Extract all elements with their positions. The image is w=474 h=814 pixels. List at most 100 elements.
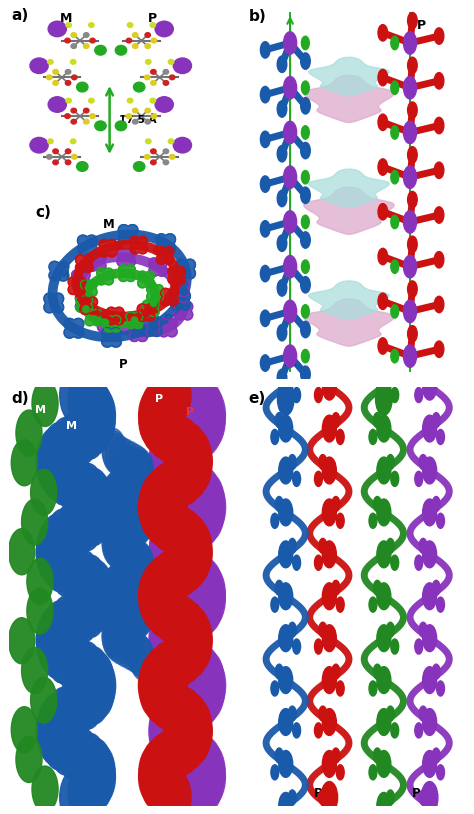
Circle shape (160, 367, 191, 422)
Circle shape (180, 698, 211, 754)
Circle shape (67, 585, 100, 642)
Circle shape (277, 235, 287, 252)
Circle shape (115, 604, 139, 646)
Circle shape (293, 639, 301, 654)
Circle shape (51, 540, 83, 597)
Polygon shape (168, 267, 185, 284)
Circle shape (377, 751, 391, 777)
Circle shape (128, 503, 152, 545)
Polygon shape (75, 293, 94, 312)
Circle shape (415, 471, 423, 487)
Circle shape (132, 108, 138, 113)
Circle shape (119, 442, 143, 484)
Circle shape (391, 304, 399, 318)
Circle shape (121, 583, 145, 624)
Circle shape (154, 729, 185, 785)
Circle shape (81, 754, 113, 811)
Circle shape (132, 44, 138, 48)
Circle shape (59, 591, 91, 648)
Circle shape (175, 423, 206, 479)
Circle shape (37, 519, 69, 576)
Circle shape (71, 33, 76, 37)
Circle shape (129, 495, 153, 536)
Circle shape (191, 569, 225, 629)
Circle shape (170, 768, 204, 814)
Circle shape (391, 349, 399, 363)
Circle shape (43, 422, 75, 479)
Circle shape (277, 383, 294, 415)
Polygon shape (309, 57, 389, 96)
Circle shape (30, 58, 48, 73)
Circle shape (423, 625, 437, 651)
Circle shape (47, 688, 80, 745)
Circle shape (315, 639, 322, 654)
Circle shape (171, 689, 202, 744)
Circle shape (72, 75, 77, 80)
Circle shape (434, 117, 444, 133)
Circle shape (11, 440, 37, 486)
Circle shape (301, 215, 309, 229)
Circle shape (375, 383, 392, 415)
Circle shape (293, 555, 301, 571)
Circle shape (153, 619, 187, 680)
Circle shape (149, 610, 183, 670)
Circle shape (80, 575, 112, 632)
Circle shape (415, 639, 423, 654)
Polygon shape (142, 300, 159, 317)
Circle shape (74, 555, 107, 612)
Circle shape (38, 530, 71, 587)
Circle shape (166, 681, 200, 741)
Circle shape (164, 454, 195, 510)
Circle shape (115, 46, 127, 55)
Circle shape (32, 766, 58, 812)
Circle shape (322, 415, 337, 442)
Circle shape (137, 274, 144, 280)
Circle shape (22, 499, 48, 545)
Circle shape (51, 596, 83, 653)
Polygon shape (143, 317, 162, 336)
Circle shape (117, 487, 140, 529)
Circle shape (9, 618, 35, 663)
Text: M: M (35, 405, 46, 414)
Circle shape (105, 527, 129, 569)
Circle shape (279, 709, 293, 735)
Circle shape (75, 377, 108, 434)
Circle shape (288, 538, 296, 554)
Circle shape (319, 538, 327, 554)
Circle shape (83, 749, 116, 806)
Circle shape (181, 703, 212, 759)
Circle shape (403, 77, 417, 98)
Circle shape (177, 584, 211, 644)
Circle shape (301, 37, 309, 50)
Circle shape (80, 260, 88, 268)
Circle shape (139, 566, 170, 621)
Circle shape (159, 685, 193, 746)
Circle shape (113, 625, 137, 667)
Circle shape (162, 414, 193, 469)
Polygon shape (76, 295, 92, 313)
Circle shape (166, 452, 200, 512)
Circle shape (129, 548, 153, 590)
Circle shape (53, 149, 58, 154)
Circle shape (146, 556, 178, 611)
Circle shape (301, 53, 310, 69)
Circle shape (139, 744, 170, 799)
Circle shape (36, 611, 68, 668)
Circle shape (190, 482, 224, 542)
Circle shape (67, 550, 100, 607)
Circle shape (138, 750, 170, 805)
Circle shape (58, 413, 90, 470)
Circle shape (271, 514, 279, 528)
Circle shape (155, 711, 189, 772)
Circle shape (301, 170, 309, 184)
Circle shape (275, 497, 283, 511)
Circle shape (153, 513, 187, 573)
Circle shape (80, 560, 112, 617)
Circle shape (293, 723, 301, 738)
Circle shape (391, 387, 399, 403)
Circle shape (288, 622, 296, 637)
Circle shape (65, 69, 71, 74)
Circle shape (288, 790, 296, 805)
Circle shape (322, 457, 337, 484)
Circle shape (22, 647, 48, 694)
